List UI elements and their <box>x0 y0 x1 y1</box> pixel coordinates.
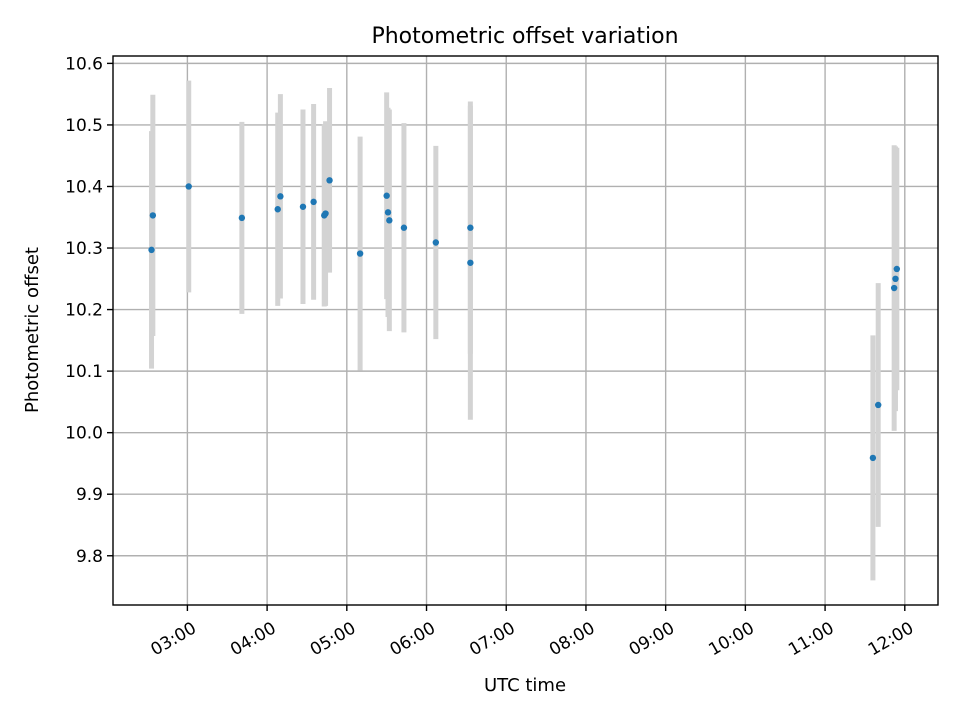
y-tick-label: 10.4 <box>65 177 103 197</box>
data-point <box>384 209 392 216</box>
x-tick-label: 09:00 <box>626 618 678 660</box>
data-points <box>148 177 901 462</box>
data-point <box>875 401 882 409</box>
y-tick-label: 10.0 <box>65 424 103 444</box>
data-point <box>238 214 246 222</box>
y-tick-label: 10.1 <box>65 362 103 382</box>
x-tick-label: 07:00 <box>466 618 518 660</box>
data-point <box>869 454 877 462</box>
y-axis-label: Photometric offset <box>22 247 43 413</box>
x-tick-label: 06:00 <box>387 618 439 660</box>
x-tick-label: 03:00 <box>147 618 199 660</box>
y-tick-label: 10.6 <box>65 54 103 74</box>
error-bars <box>149 80 900 581</box>
x-tick-label: 04:00 <box>227 618 279 660</box>
data-point <box>400 224 408 231</box>
data-point <box>274 206 281 213</box>
data-point <box>149 212 157 219</box>
y-tick-label: 9.9 <box>76 485 103 505</box>
x-axis-label: UTC time <box>484 675 566 696</box>
data-point <box>148 246 155 254</box>
y-tick-label: 10.2 <box>65 301 103 321</box>
data-point <box>322 210 329 217</box>
y-axis: 9.8 9.9 10.0 10.1 10.2 10.3 10.4 10.5 10.6 <box>65 54 113 567</box>
data-point <box>467 224 474 231</box>
plot-frame <box>112 55 939 606</box>
grid <box>113 56 938 605</box>
data-point <box>185 183 192 190</box>
x-tick-label: 08:00 <box>546 618 598 660</box>
data-point <box>892 275 899 283</box>
data-point <box>467 259 474 266</box>
y-tick-label: 10.5 <box>65 116 103 136</box>
data-point <box>386 217 393 224</box>
x-tick-label: 05:00 <box>307 618 359 660</box>
data-point <box>326 177 333 184</box>
data-point <box>299 203 307 210</box>
data-point <box>383 192 390 199</box>
data-point <box>432 239 440 246</box>
x-axis: 03:00 04:00 05:00 06:00 07:00 08:00 09:00 10:00… <box>147 605 917 660</box>
data-point <box>890 284 898 292</box>
y-tick-label: 10.3 <box>65 239 103 259</box>
data-point <box>277 193 284 200</box>
chart-title: Photometric offset variation <box>371 24 678 49</box>
data-point <box>310 198 317 206</box>
data-point <box>893 265 901 273</box>
x-tick-label: 11:00 <box>785 618 837 660</box>
y-tick-label: 9.8 <box>76 547 103 567</box>
data-point <box>356 250 364 257</box>
x-tick-label: 12:00 <box>865 618 917 660</box>
x-tick-label: 10:00 <box>705 618 757 660</box>
